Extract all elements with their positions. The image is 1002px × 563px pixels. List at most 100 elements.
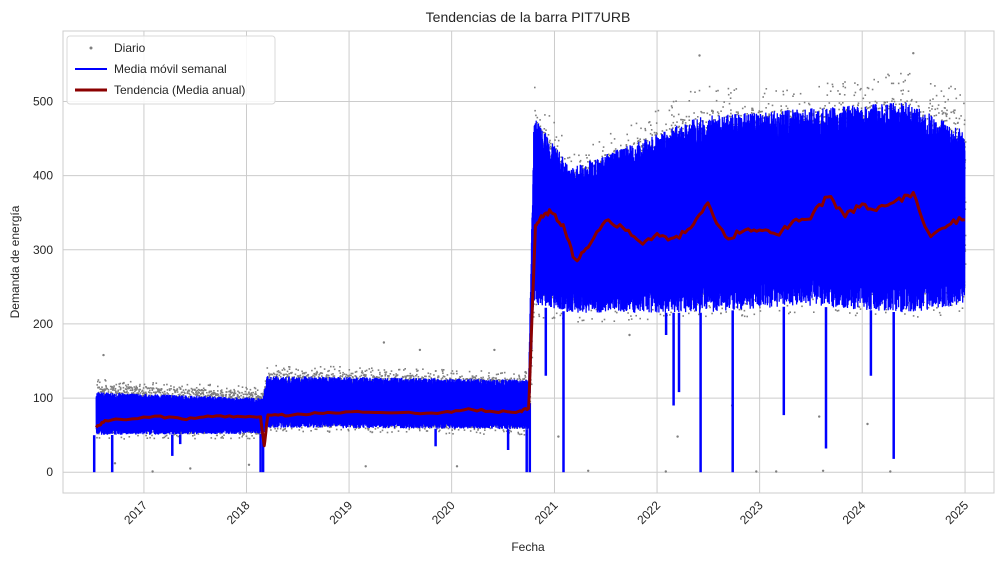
daily-point [417,369,419,372]
daily-point [234,392,237,395]
daily-point [308,425,311,428]
daily-point [167,437,170,439]
daily-point [409,372,412,375]
daily-point [199,389,201,391]
daily-point [118,385,121,388]
daily-point [138,385,141,388]
daily-point [242,393,245,396]
daily-point [368,368,371,370]
daily-point [145,393,148,395]
daily-point [245,435,248,437]
daily-point [97,380,99,383]
daily-point [318,374,320,376]
daily-point [347,374,349,377]
daily-point [196,389,199,392]
daily-point [405,431,408,433]
daily-point [365,374,367,376]
daily-point [193,393,195,395]
daily-point [102,389,104,391]
daily-point [303,372,306,375]
daily-point [328,430,331,433]
daily-point [182,394,185,396]
daily-point [166,392,168,394]
daily-point [372,375,375,377]
daily-point [351,372,354,375]
daily-point [138,388,140,391]
daily-point [160,388,163,390]
daily-point [185,388,187,391]
daily-point [250,392,253,394]
daily-point [137,434,139,437]
daily-point [387,375,390,378]
daily-point [354,428,356,431]
daily-point [222,394,225,396]
daily-point [297,375,300,378]
daily-point [206,391,208,394]
daily-point [412,375,415,378]
daily-point [179,433,182,435]
daily-point [160,394,163,396]
daily-point [115,383,118,386]
daily-point [315,428,318,431]
daily-point [128,436,131,438]
daily-point [117,390,119,393]
daily-point [297,369,299,371]
daily-point [429,373,432,375]
daily-point [163,390,166,393]
daily-point [352,376,354,379]
daily-point [106,388,109,390]
daily-point [226,391,228,393]
daily-point [229,389,232,392]
plot-area [92,52,967,473]
daily-point [183,391,185,394]
daily-point [236,393,239,396]
daily-point [150,387,152,389]
daily-point [100,388,102,390]
daily-point [186,391,189,393]
daily-point [136,387,138,389]
daily-point [404,368,406,370]
daily-point [357,377,359,380]
daily-point [104,389,107,391]
daily-point [152,391,155,394]
daily-point [367,429,370,431]
daily-point [349,377,352,380]
daily-point [226,387,228,390]
daily-point [228,394,231,397]
daily-point [155,382,158,384]
daily-point [395,425,398,428]
daily-point [271,373,274,376]
daily-point [195,391,197,394]
daily-point [191,391,193,393]
daily-point [120,392,122,394]
daily-point [177,435,179,438]
daily-point [442,369,445,371]
daily-point [171,393,174,395]
daily-point [178,386,181,389]
daily-point [163,384,165,386]
daily-point [417,376,420,378]
daily-point [301,377,303,379]
daily-point [257,396,260,399]
daily-point [221,394,224,396]
daily-point [294,373,297,376]
daily-point [248,391,250,393]
daily-point [394,427,396,429]
daily-point [317,426,319,428]
daily-point [134,390,136,393]
daily-point [268,372,270,375]
daily-point [379,373,381,376]
daily-point [362,372,364,374]
daily-point [233,391,236,394]
daily-point [364,427,367,430]
daily-point [311,369,313,372]
daily-point [266,367,269,369]
chart-title: Tendencias de la barra PIT7URB [426,9,631,25]
daily-point [332,373,334,375]
daily-point [188,390,191,392]
daily-point [302,375,305,378]
daily-point [339,375,342,377]
daily-point [201,389,203,392]
daily-point [264,386,266,388]
daily-point [321,375,323,377]
